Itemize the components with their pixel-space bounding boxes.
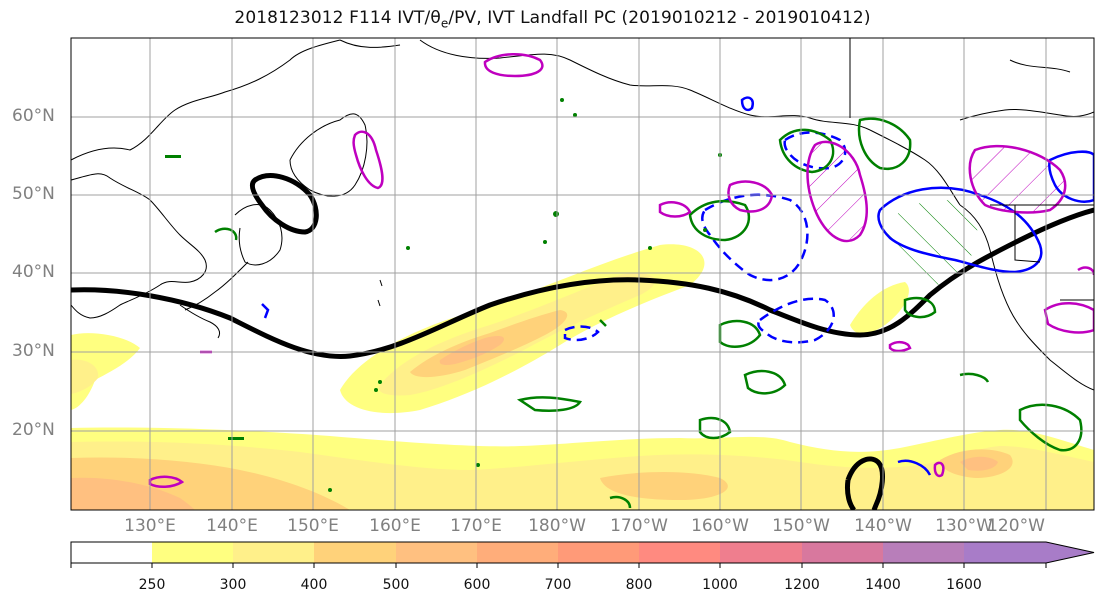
coastlines (71, 39, 1094, 391)
colorbar-cell (233, 542, 314, 563)
colorbar-tick-1600: 1600 (946, 577, 982, 593)
map-frame (70, 37, 1095, 511)
graticule (71, 38, 1094, 510)
map-title: 2018123012 F114 IVT/θe/PV, IVT Landfall … (234, 8, 871, 31)
colorbar-cell (964, 542, 1046, 563)
colorbar-tick-700: 700 (544, 577, 572, 593)
green-contour-specks (165, 98, 722, 492)
colorbar-tick-1200: 1200 (784, 577, 820, 593)
lon-label-130w: 130°W (935, 516, 993, 536)
magenta-contours (148, 53, 1094, 488)
colorbar-cell (71, 542, 152, 563)
lat-label-40n: 40°N (12, 262, 55, 282)
lon-label-180w: 180°W (528, 516, 586, 536)
colorbar-cell (802, 542, 883, 563)
lat-label-20n: 20°N (12, 420, 55, 440)
lon-label-120w: 120°W (987, 516, 1045, 536)
lat-label-60n: 60°N (12, 106, 55, 126)
lon-label-150w: 150°W (772, 516, 830, 536)
colorbar-cell (883, 542, 964, 563)
hatch-region-magenta (807, 141, 867, 241)
colorbar-tick-500: 500 (382, 577, 410, 593)
colorbar-tick-250: 250 (138, 577, 166, 593)
colorbar-cell (720, 542, 802, 563)
colorbar (70, 541, 1095, 568)
colorbar-tick-600: 600 (463, 577, 491, 593)
lon-label-140w: 140°W (854, 516, 912, 536)
colorbar-cell (477, 542, 558, 563)
lon-label-140e: 140°E (206, 516, 258, 536)
lon-label-150e: 150°E (287, 516, 339, 536)
lon-label-170e: 170°E (450, 516, 502, 536)
colorbar-tick-300: 300 (219, 577, 247, 593)
blue-contours (261, 96, 1094, 476)
colorbar-tick-800: 800 (625, 577, 653, 593)
colorbar-tick-400: 400 (300, 577, 328, 593)
colorbar-tick-1400: 1400 (865, 577, 901, 593)
green-contours (214, 117, 1083, 509)
lon-label-160w: 160°W (691, 516, 749, 536)
colorbar-cell (314, 542, 396, 563)
colorbar-extend-arrow (1046, 542, 1094, 563)
hatch-region-magenta-east (969, 146, 1066, 213)
colorbar-tick-1000: 1000 (702, 577, 738, 593)
lon-label-160e: 160°E (369, 516, 421, 536)
borders (849, 38, 1094, 301)
colorbar-cell (639, 542, 720, 563)
colorbar-cell (396, 542, 477, 563)
colorbar-cell (152, 542, 233, 563)
colorbar-cell (558, 542, 639, 563)
hatch-region-green (885, 200, 978, 285)
pv-contour (71, 173, 1094, 510)
lon-label-170w: 170°W (610, 516, 668, 536)
lat-label-50n: 50°N (12, 184, 55, 204)
lat-label-30n: 30°N (12, 341, 55, 361)
lon-label-130e: 130°E (124, 516, 176, 536)
